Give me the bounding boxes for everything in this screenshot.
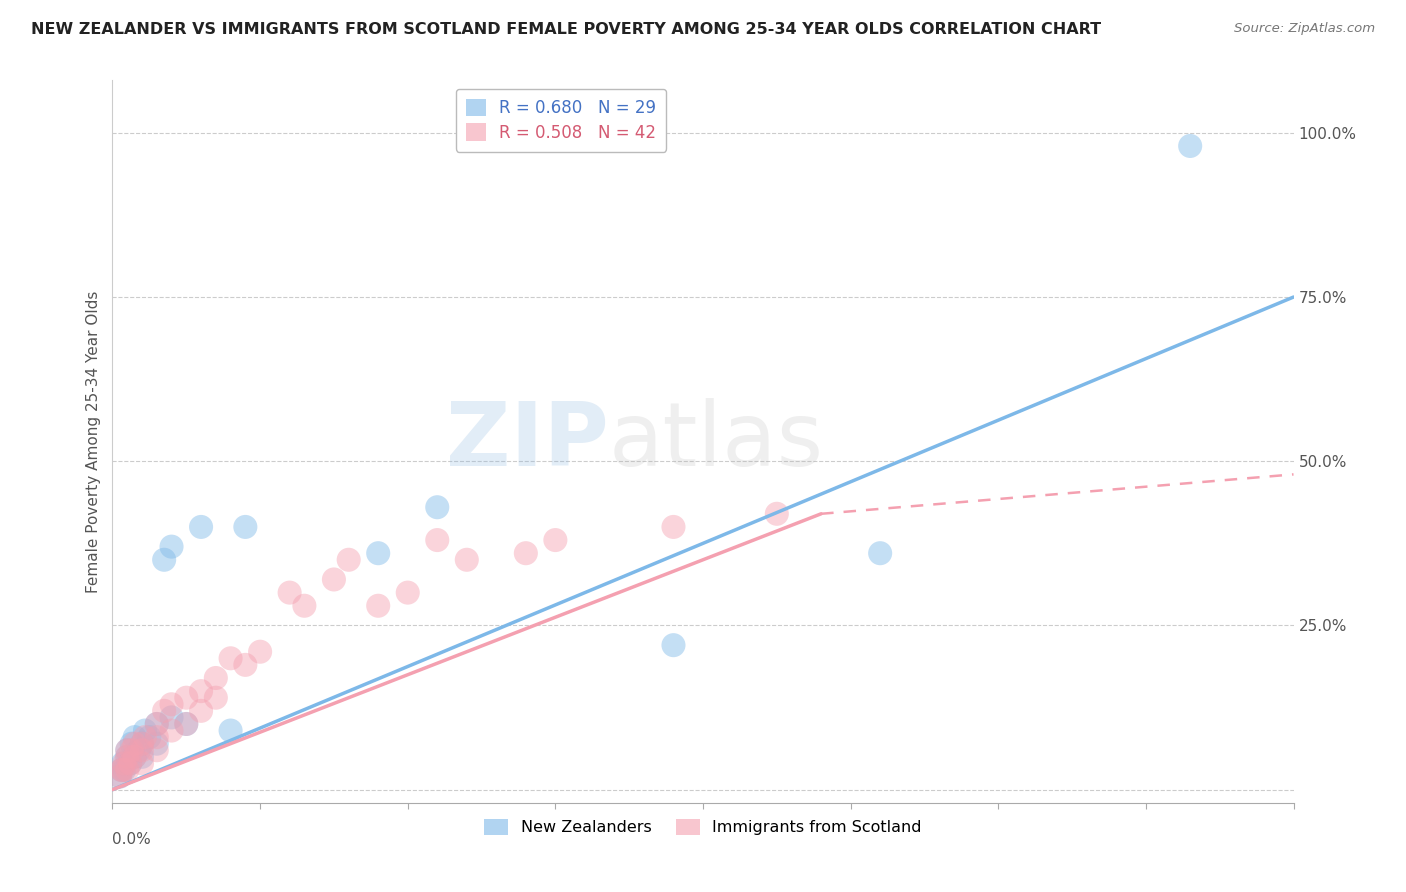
Point [662,638,685,652]
Point [134,723,156,738]
Text: 0.0%: 0.0% [112,831,152,847]
Point [111,756,134,771]
Point [131,737,153,751]
Point [515,546,537,560]
Point [121,743,143,757]
Point [121,737,143,751]
Point [190,520,212,534]
Point [544,533,567,547]
Legend: New Zealanders, Immigrants from Scotland: New Zealanders, Immigrants from Scotland [478,813,928,842]
Point [128,743,150,757]
Point [117,743,138,757]
Point [117,743,138,757]
Point [131,743,153,757]
Point [117,763,138,777]
Point [765,507,787,521]
Point [111,763,134,777]
Point [108,770,131,784]
Point [174,717,197,731]
Point [131,756,153,771]
Point [426,500,449,515]
Point [124,730,146,744]
Point [146,717,169,731]
Point [153,704,176,718]
Point [233,657,256,672]
Point [160,710,183,724]
Point [367,599,389,613]
Point [869,546,891,560]
Point [1178,139,1201,153]
Text: ZIP: ZIP [446,398,609,485]
Point [153,553,176,567]
Point [138,730,160,744]
Point [146,737,169,751]
Y-axis label: Female Poverty Among 25-34 Year Olds: Female Poverty Among 25-34 Year Olds [86,291,101,592]
Point [160,698,183,712]
Point [662,520,685,534]
Point [124,749,146,764]
Point [190,704,212,718]
Text: atlas: atlas [609,398,824,485]
Point [426,533,449,547]
Point [146,717,169,731]
Point [205,671,228,685]
Point [456,553,478,567]
Point [112,763,135,777]
Point [323,573,346,587]
Point [190,684,212,698]
Point [292,599,315,613]
Point [367,546,389,560]
Text: NEW ZEALANDER VS IMMIGRANTS FROM SCOTLAND FEMALE POVERTY AMONG 25-34 YEAR OLDS C: NEW ZEALANDER VS IMMIGRANTS FROM SCOTLAN… [31,22,1101,37]
Point [205,690,228,705]
Point [120,756,142,771]
Point [396,585,419,599]
Point [278,585,301,599]
Point [160,540,183,554]
Point [146,730,169,744]
Point [219,651,242,665]
Point [112,756,135,771]
Point [146,743,169,757]
Point [174,717,197,731]
Point [117,749,138,764]
Point [108,770,131,784]
Text: Source: ZipAtlas.com: Source: ZipAtlas.com [1234,22,1375,36]
Point [249,645,271,659]
Point [120,756,142,771]
Point [134,730,156,744]
Point [131,749,153,764]
Point [131,737,153,751]
Point [124,737,146,751]
Point [117,749,138,764]
Point [110,763,132,777]
Point [337,553,360,567]
Point [219,723,242,738]
Point [174,690,197,705]
Point [160,723,183,738]
Point [233,520,256,534]
Point [124,749,146,764]
Point [110,763,132,777]
